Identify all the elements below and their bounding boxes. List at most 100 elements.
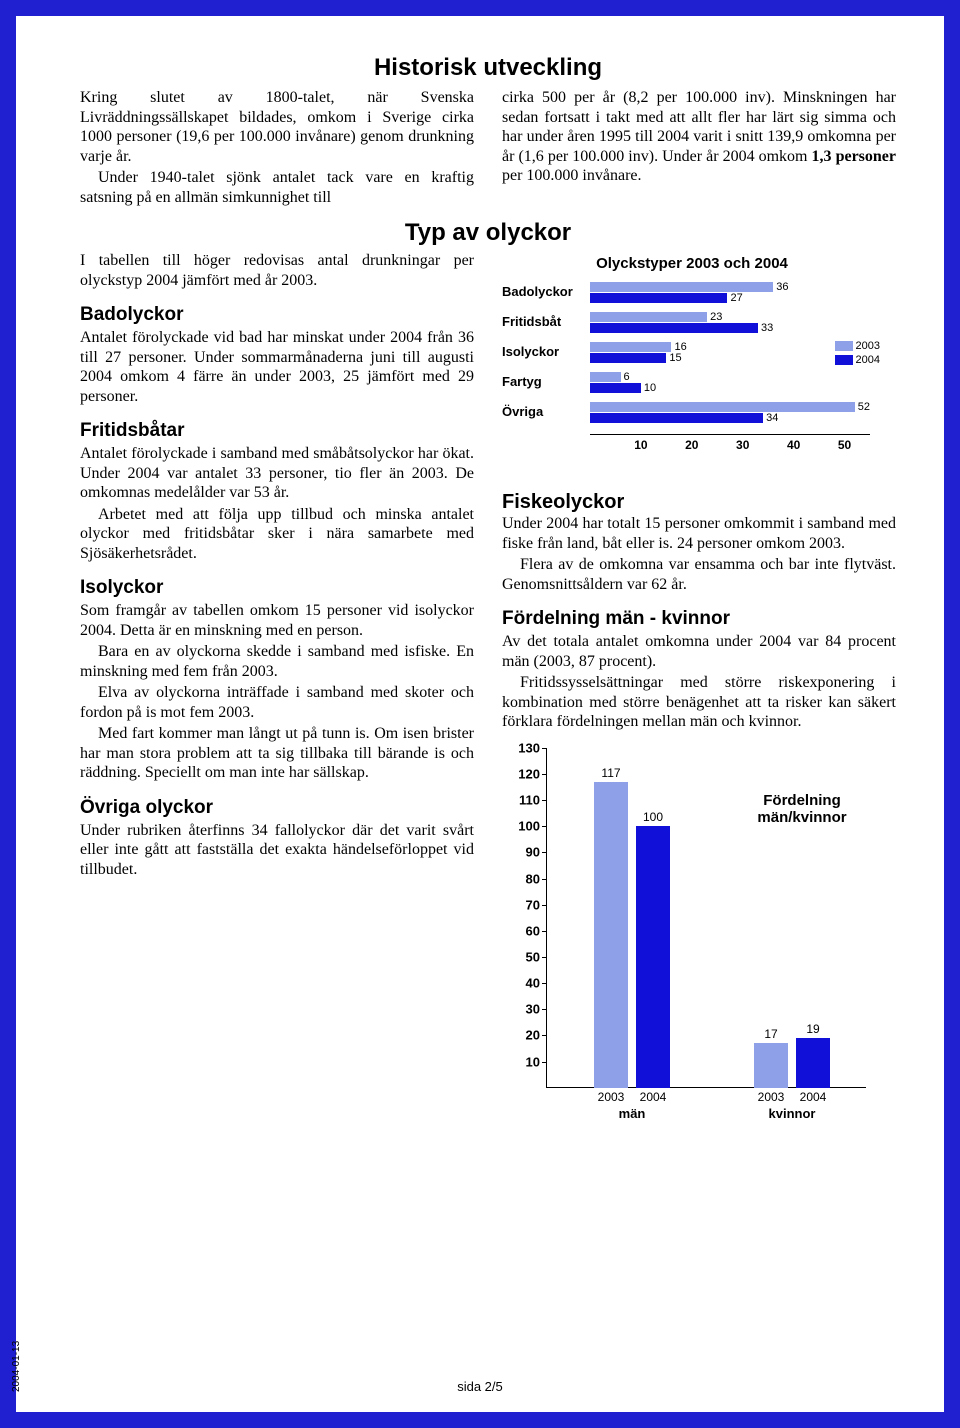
vchart-group-label: män <box>619 1106 646 1121</box>
hchart-bar: 34 <box>590 413 763 423</box>
ovriga-heading: Övriga olyckor <box>80 797 474 819</box>
vchart-title: Fördelningmän/kvinnor <box>742 792 862 826</box>
intro-left-p2: Under 1940-talet sjönk antalet tack vare… <box>80 168 474 207</box>
accident-types-chart: Olyckstyper 2003 och 2004 Badolyckor3627… <box>502 255 882 485</box>
hchart-legend-swatch <box>835 341 853 351</box>
fiskeolyckor-heading: Fiskeolyckor <box>502 491 896 514</box>
vchart-xlabel: 2003 <box>598 1090 625 1104</box>
isolyckor-p4: Med fart kommer man långt ut på tunn is.… <box>80 724 474 783</box>
typ-intro: I tabellen till höger redovisas antal dr… <box>80 251 474 290</box>
isolyckor-p3: Elva av olyckorna inträffade i samband m… <box>80 683 474 722</box>
vchart-ytick-label: 50 <box>526 949 540 964</box>
hchart-bar: 33 <box>590 323 758 333</box>
vchart-ytick-mark <box>542 1035 546 1036</box>
fritidsbatar-heading: Fritidsbåtar <box>80 420 474 442</box>
badolyckor-p: Antalet förolyckade vid bad har minskat … <box>80 328 474 406</box>
hchart-bar: 10 <box>590 383 641 393</box>
vchart-ytick-label: 120 <box>518 766 540 781</box>
fritidsbatar-p1: Antalet förolyckade i samband med småbåt… <box>80 444 474 503</box>
hchart-legend-item: 2004 <box>835 354 880 366</box>
vchart-bar-value: 19 <box>806 1022 819 1036</box>
hchart-bar: 27 <box>590 293 727 303</box>
fordelning-p2: Fritidssysselsättningar med större riske… <box>502 673 896 732</box>
hchart-tick: 40 <box>787 438 800 452</box>
vchart-ytick-label: 20 <box>526 1028 540 1043</box>
page-footer: sida 2/5 <box>457 1379 503 1394</box>
hchart-bar-value: 27 <box>730 292 742 304</box>
section-typ-title: Typ av olyckor <box>80 219 896 247</box>
hchart-category-label: Fartyg <box>502 374 582 389</box>
hchart-bar: 52 <box>590 402 855 412</box>
hchart-bar-value: 6 <box>624 371 630 383</box>
gender-distribution-chart: 1020304050607080901001101201301172003100… <box>502 748 882 1128</box>
page: 2004-01-13 sida 2/5 Historisk utveckling… <box>0 0 960 1428</box>
vchart-ytick-mark <box>542 983 546 984</box>
fiskeolyckor-p2: Flera av de omkomna var ensamma och bar … <box>502 555 896 594</box>
hchart-bar-value: 15 <box>669 352 681 364</box>
vchart-group-label: kvinnor <box>769 1106 816 1121</box>
ovriga-p: Under rubriken återfinns 34 fallolyckor … <box>80 821 474 880</box>
vchart-ytick-mark <box>542 879 546 880</box>
fordelning-p1: Av det totala antalet omkomna under 2004… <box>502 632 896 671</box>
vchart-ytick-label: 60 <box>526 923 540 938</box>
vchart-ytick-mark <box>542 800 546 801</box>
vchart-bar-value: 17 <box>764 1027 777 1041</box>
vchart-ytick-label: 130 <box>518 740 540 755</box>
hchart-category-label: Fritidsbåt <box>502 314 582 329</box>
vchart-ytick-mark <box>542 826 546 827</box>
vchart-ytick-mark <box>542 852 546 853</box>
hchart-bar-value: 36 <box>776 281 788 293</box>
hchart-bar-value: 23 <box>710 311 722 323</box>
isolyckor-p2: Bara en av olyckorna skedde i samband me… <box>80 642 474 681</box>
vchart-xlabel: 2004 <box>800 1090 827 1104</box>
body-columns: I tabellen till höger redovisas antal dr… <box>80 251 896 1128</box>
vchart-ytick-label: 100 <box>518 819 540 834</box>
vchart-ytick-mark <box>542 957 546 958</box>
vchart-yaxis <box>546 748 547 1088</box>
hchart-row: Fritidsbåt2333 <box>502 308 882 338</box>
vchart-bar-value: 100 <box>643 810 663 824</box>
hchart-bar-value: 10 <box>644 382 656 394</box>
vchart-ytick-mark <box>542 774 546 775</box>
vchart-ytick-mark <box>542 905 546 906</box>
hchart-row: Badolyckor3627 <box>502 278 882 308</box>
vchart-ytick-label: 30 <box>526 1002 540 1017</box>
hchart-bar-value: 33 <box>761 322 773 334</box>
hchart-row: Övriga 5234 <box>502 398 882 428</box>
hchart-tick: 20 <box>685 438 698 452</box>
vchart-bar: 117 <box>594 782 628 1088</box>
hchart-bar: 15 <box>590 353 666 363</box>
badolyckor-heading: Badolyckor <box>80 304 474 326</box>
hchart-legend-swatch <box>835 355 853 365</box>
fordelning-heading: Fördelning män - kvinnor <box>502 608 896 630</box>
intro-left-p1: Kring slutet av 1800-talet, när Svenska … <box>80 88 474 166</box>
vchart-ytick-mark <box>542 1009 546 1010</box>
vchart-area: 1020304050607080901001101201301172003100… <box>546 748 866 1088</box>
vchart-bar-value: 117 <box>601 766 620 780</box>
hchart-bar-value: 34 <box>766 412 778 424</box>
hchart-body: Badolyckor3627Fritidsbåt2333Isolyckor161… <box>502 278 882 468</box>
hchart-row: Fartyg610 <box>502 368 882 398</box>
vchart-ytick-label: 80 <box>526 871 540 886</box>
vchart-bar: 17 <box>754 1043 788 1087</box>
hchart-legend-label: 2003 <box>856 340 880 352</box>
vchart-ytick-mark <box>542 748 546 749</box>
hchart-bar: 16 <box>590 342 671 352</box>
right-column: Olyckstyper 2003 och 2004 Badolyckor3627… <box>502 251 896 1128</box>
vchart-ytick-mark <box>542 1062 546 1063</box>
hchart-axis <box>590 434 870 435</box>
vchart-bar: 100 <box>636 826 670 1088</box>
vchart-ytick-label: 70 <box>526 897 540 912</box>
intro-right-p1b: 1,3 personer <box>812 148 896 165</box>
fritidsbatar-p2: Arbetet med att följa upp tillbud och mi… <box>80 505 474 564</box>
left-column: I tabellen till höger redovisas antal dr… <box>80 251 474 1128</box>
hchart-bar: 23 <box>590 312 707 322</box>
vchart-xlabel: 2004 <box>640 1090 667 1104</box>
hchart-category-label: Övriga <box>502 404 582 419</box>
hchart-legend-label: 2004 <box>856 354 880 366</box>
vchart-ytick-label: 90 <box>526 845 540 860</box>
hchart-bar: 6 <box>590 372 621 382</box>
vchart-bar: 19 <box>796 1038 830 1088</box>
main-title: Historisk utveckling <box>80 54 896 82</box>
vchart-xlabel: 2003 <box>758 1090 785 1104</box>
